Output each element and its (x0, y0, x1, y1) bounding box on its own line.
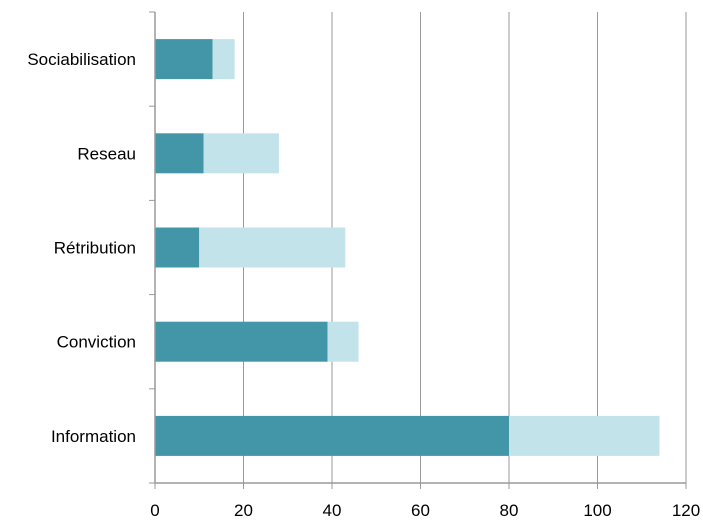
axes (149, 11, 687, 489)
category-label: Conviction (57, 333, 136, 352)
category-label: Rétribution (54, 239, 136, 258)
x-tick-label: 80 (500, 501, 519, 520)
bar-sociabilisation-segment-2 (212, 39, 235, 80)
bar-conviction-segment-1 (155, 321, 328, 362)
x-tick-label: 60 (411, 501, 430, 520)
category-label: Information (51, 427, 136, 446)
bar-sociabilisation-segment-1 (155, 39, 213, 80)
x-tick-labels: 0 20 40 60 80 100 120 (150, 501, 700, 520)
x-tick-label: 40 (323, 501, 342, 520)
bar-rétribution-segment-2 (199, 227, 346, 268)
category-labels: Information Conviction Rétribution Reseau So… (27, 50, 136, 446)
bar-rétribution-segment-1 (155, 227, 200, 268)
x-tick-label: 120 (672, 501, 700, 520)
category-label: Sociabilisation (27, 50, 136, 69)
bar-information-segment-2 (509, 415, 660, 456)
x-tick-label: 20 (234, 501, 253, 520)
bars (155, 39, 660, 456)
category-label: Reseau (77, 144, 136, 163)
bar-reseau-segment-1 (155, 133, 204, 174)
bar-reseau-segment-2 (203, 133, 279, 174)
bar-conviction-segment-2 (327, 321, 359, 362)
bar-information-segment-1 (155, 415, 509, 456)
x-tick-label: 0 (150, 501, 159, 520)
gridlines (243, 12, 687, 483)
x-tick-label: 100 (583, 501, 611, 520)
